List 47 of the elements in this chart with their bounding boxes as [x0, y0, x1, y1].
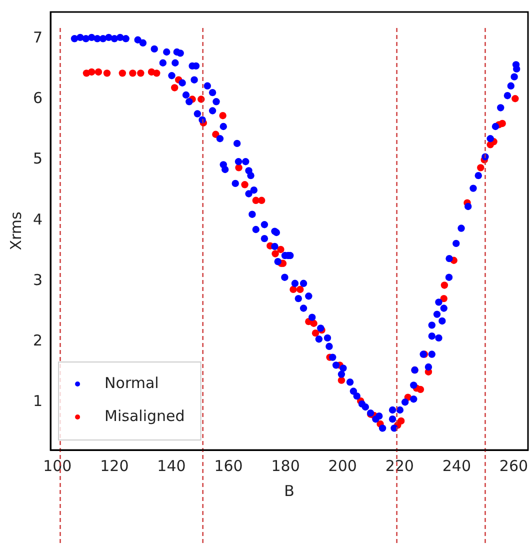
point — [258, 196, 266, 204]
y-tick-label: 7 — [32, 28, 43, 47]
point — [477, 164, 484, 172]
y-tick-label: 5 — [32, 150, 43, 168]
y-tick-label: 3 — [32, 270, 43, 289]
y-tick-label: 2 — [32, 331, 43, 350]
point — [440, 282, 448, 289]
point — [498, 120, 506, 128]
x-axis-title: B — [284, 482, 294, 500]
point — [416, 386, 424, 394]
point — [312, 329, 320, 337]
point — [397, 417, 405, 425]
point — [171, 84, 178, 92]
point — [241, 181, 248, 188]
legend-label: Misaligned — [104, 406, 185, 425]
point — [219, 112, 226, 120]
point — [277, 246, 284, 254]
y-axis-title: Xrms — [6, 212, 25, 250]
point — [103, 70, 111, 77]
x-tick-label: 160 — [214, 456, 243, 475]
point — [118, 70, 126, 77]
x-tick-label: 240 — [442, 456, 472, 475]
point — [212, 130, 220, 138]
x-tick-label: 120 — [100, 456, 129, 475]
point — [440, 294, 448, 302]
point — [235, 164, 242, 172]
point — [290, 286, 297, 294]
point — [338, 376, 346, 384]
point — [512, 95, 519, 102]
point — [129, 70, 136, 77]
x-tick-label: 220 — [385, 456, 414, 475]
x-tick-label: 100 — [43, 456, 72, 475]
x-tick-label: 140 — [157, 456, 186, 475]
point — [272, 250, 279, 258]
x-tick-label: 260 — [499, 456, 528, 475]
x-tick-label: 180 — [271, 456, 300, 475]
point — [296, 286, 304, 294]
point — [88, 68, 96, 76]
y-tick-label: 1 — [32, 392, 43, 410]
point — [153, 70, 160, 77]
legend-label: Normal — [104, 374, 159, 392]
y-tick-label: 6 — [32, 89, 43, 108]
point — [94, 68, 102, 76]
point — [310, 320, 318, 327]
y-tick-label: 4 — [32, 210, 43, 228]
x-tick-label: 200 — [328, 456, 357, 475]
point — [137, 70, 144, 77]
